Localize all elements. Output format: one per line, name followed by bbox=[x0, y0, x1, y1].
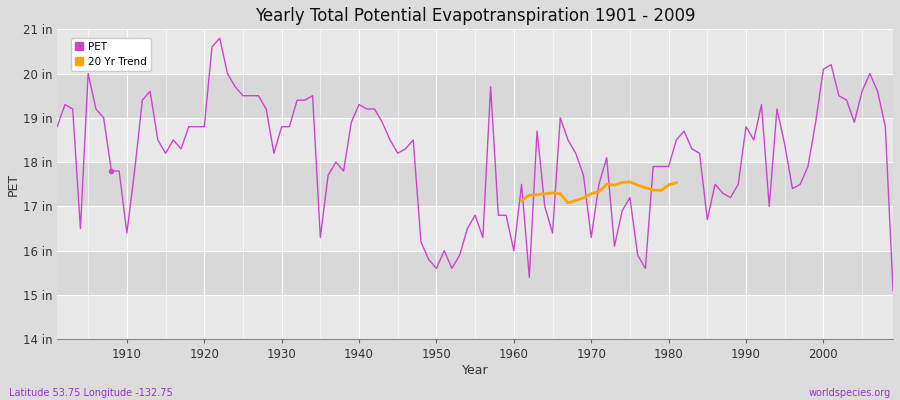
Text: Latitude 53.75 Longitude -132.75: Latitude 53.75 Longitude -132.75 bbox=[9, 388, 173, 398]
Bar bbox=[58, 74, 893, 118]
Title: Yearly Total Potential Evapotranspiration 1901 - 2009: Yearly Total Potential Evapotranspiratio… bbox=[255, 7, 696, 25]
Bar bbox=[58, 118, 893, 162]
Bar bbox=[58, 251, 893, 295]
Bar bbox=[58, 206, 893, 251]
Bar bbox=[58, 162, 893, 206]
X-axis label: Year: Year bbox=[462, 364, 489, 377]
Text: worldspecies.org: worldspecies.org bbox=[809, 388, 891, 398]
Legend: PET, 20 Yr Trend: PET, 20 Yr Trend bbox=[71, 38, 151, 71]
Y-axis label: PET: PET bbox=[7, 173, 20, 196]
Bar bbox=[58, 295, 893, 339]
Bar bbox=[58, 29, 893, 74]
